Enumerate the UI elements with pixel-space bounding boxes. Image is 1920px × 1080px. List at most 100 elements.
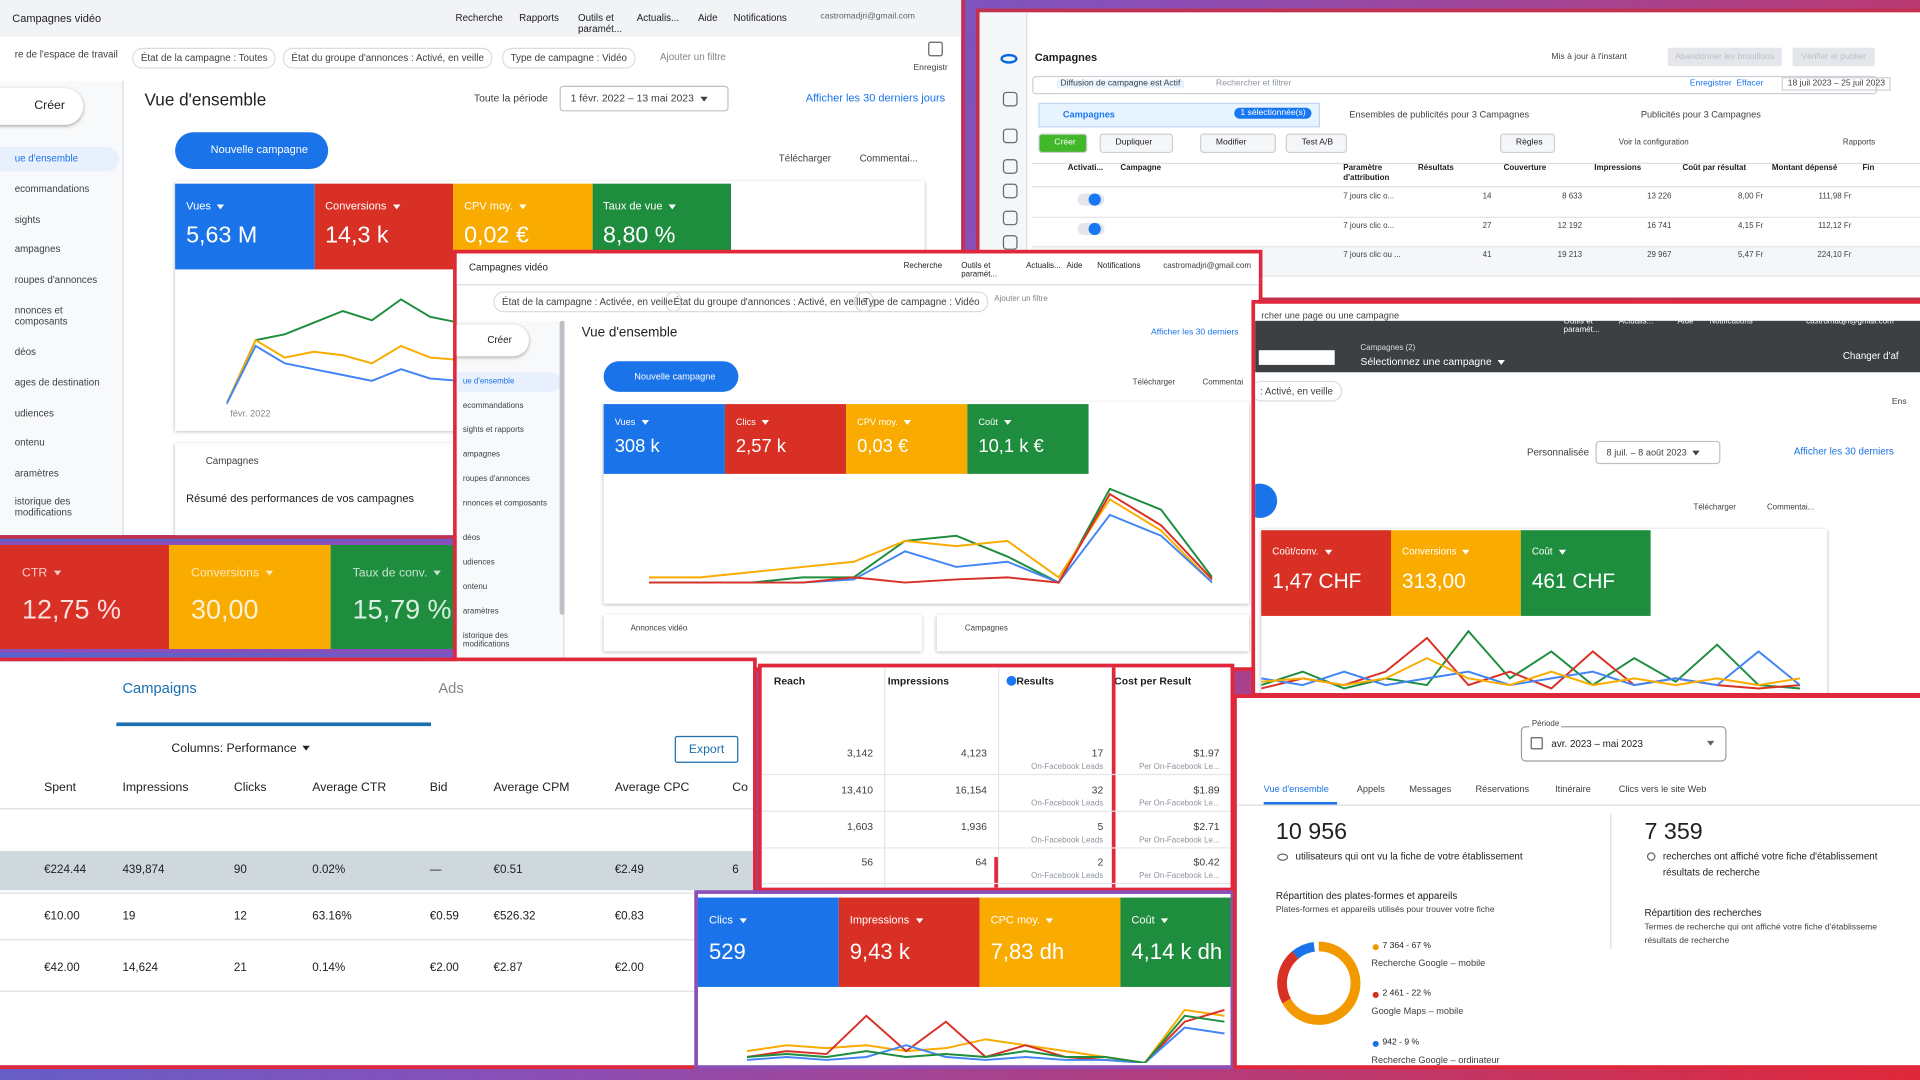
nav-item[interactable]: nnonces et composants [462, 499, 547, 509]
menu-item[interactable]: Aide [1066, 262, 1083, 271]
menu-item[interactable]: Rapports [519, 12, 559, 24]
rail-icon[interactable] [1002, 91, 1018, 107]
tab[interactable]: Ensembles de publicités pour 3 Campagnes [1349, 108, 1530, 121]
toolbar-button[interactable] [1500, 133, 1556, 154]
nav-item[interactable]: ampagnes [462, 450, 501, 460]
toolbar-button[interactable] [1038, 133, 1088, 154]
comment[interactable]: Commentai [1202, 378, 1244, 387]
nav-item[interactable]: nnonces et composants [14, 304, 68, 327]
period-value[interactable]: avr. 2023 – mai 2023 [1551, 738, 1643, 750]
last-30-link[interactable]: Afficher les 30 derniers jours [805, 91, 946, 105]
tab[interactable]: Itinéraire [1555, 783, 1591, 795]
menu-item[interactable]: Actualis... [1618, 317, 1654, 326]
campaign-selector[interactable]: Sélectionnez une campagne [1360, 355, 1505, 367]
column-header[interactable]: Bid [429, 781, 448, 795]
account-selector[interactable] [1258, 350, 1335, 365]
nav-item[interactable]: sights et rapports [462, 426, 524, 435]
create-button[interactable] [0, 88, 84, 125]
rail-icon[interactable] [1002, 159, 1018, 174]
nav-item[interactable]: ecommandations [14, 183, 90, 195]
last-30-link[interactable]: Afficher les 30 derniers [1793, 445, 1894, 457]
view-config[interactable]: Voir la configuration [1618, 138, 1689, 147]
metric-card[interactable]: Impressions 9,43 k [838, 897, 980, 987]
toggle-knob[interactable] [1088, 193, 1101, 206]
column-header[interactable]: Impressions [887, 674, 950, 687]
metric-card[interactable]: CPC moy. 7,83 dh [979, 897, 1121, 987]
tab[interactable]: Messages [1409, 783, 1452, 795]
toolbar-label[interactable]: Dupliquer [1115, 138, 1153, 147]
comment[interactable]: Commentai... [859, 153, 918, 165]
nav-item[interactable]: aramètres [462, 607, 499, 616]
new-button[interactable] [1255, 483, 1278, 518]
metric-card[interactable]: CPV moy. 0,03 € [846, 404, 968, 474]
metric-card[interactable]: Clics 2,57 k [724, 404, 847, 474]
nav-item[interactable]: déos [14, 346, 36, 358]
filter-chip[interactable]: : Activé, en veille [1255, 380, 1342, 402]
nav-item[interactable]: ue d'ensemble [462, 377, 515, 386]
menu-item[interactable]: Recherche [903, 262, 943, 271]
add-filter[interactable]: Ajouter un filtre [660, 51, 726, 63]
nav-item[interactable]: ampagnes [14, 243, 61, 255]
column-header[interactable]: Average CPM [493, 781, 570, 795]
menu-item[interactable]: Outils et paramét... [961, 262, 998, 280]
new-campaign-label[interactable]: Nouvelle campagne [634, 371, 716, 383]
toolbar-label[interactable]: Créer [1054, 138, 1076, 147]
tab[interactable]: Ads [438, 679, 464, 697]
tab[interactable]: Vue d'ensemble [1263, 783, 1329, 795]
menu-item[interactable]: Notifications [733, 12, 787, 24]
metric-card[interactable]: Coût 4,14 k dh [1120, 897, 1231, 987]
download[interactable]: Télécharger [1693, 503, 1736, 512]
metric-card[interactable]: Coût 10,1 k € [967, 404, 1089, 474]
menu-item[interactable]: Notifications [1097, 262, 1141, 271]
column-header[interactable]: Average CPC [614, 781, 690, 795]
metric-card[interactable]: Coût/conv. 1,47 CHF [1261, 530, 1392, 616]
nav-item[interactable]: istorique des modifications [462, 631, 510, 649]
rail-icon[interactable] [1002, 128, 1018, 144]
metric-card[interactable]: Coût 461 CHF [1520, 530, 1651, 616]
nav-item[interactable]: déos [462, 533, 481, 543]
date-range[interactable]: 8 juil. – 8 août 2023 [1595, 440, 1721, 465]
menu-item[interactable]: Actualis... [636, 12, 680, 24]
change-account[interactable]: Changer d'af [1842, 350, 1899, 362]
column-header[interactable]: Reach [773, 674, 806, 687]
tab[interactable]: Clics vers le site Web [1618, 783, 1707, 795]
column-header[interactable]: Co [732, 781, 748, 795]
download[interactable]: Télécharger [778, 153, 832, 165]
rail-icon[interactable] [1002, 235, 1018, 250]
save-link[interactable]: Enregistrer [1689, 79, 1732, 89]
toolbar-button[interactable] [1200, 133, 1276, 154]
new-campaign-button[interactable] [175, 132, 329, 169]
toggle-knob[interactable] [1088, 222, 1101, 236]
filter-chip[interactable]: Diffusion de campagne est Actif [1056, 79, 1185, 89]
nav-item[interactable]: ontenu [462, 582, 488, 592]
export-button[interactable]: Export [674, 735, 739, 763]
metric-card[interactable]: CTR 12,75 % [0, 544, 169, 649]
nav-item[interactable]: ecommandations [462, 401, 524, 411]
menu-item[interactable]: Recherche [455, 12, 503, 24]
filter-chip[interactable]: État du groupe d'annonces : Activé, en v… [664, 291, 875, 313]
filter-chip[interactable]: État de la campagne : Toutes [132, 47, 277, 69]
metric-card[interactable]: Conversions 30,00 [168, 544, 331, 649]
tab[interactable]: Campaigns [122, 679, 197, 697]
metric-card[interactable]: Vues 308 k [603, 404, 725, 474]
reports[interactable]: Rapports [1842, 138, 1876, 147]
download[interactable]: Télécharger [1132, 378, 1176, 387]
rail-icon[interactable] [1002, 183, 1018, 199]
toolbar-label[interactable]: Test A/B [1301, 138, 1334, 147]
metric-card[interactable]: Taux de conv. 15,79 % [330, 544, 460, 649]
clear-link[interactable]: Effacer [1736, 79, 1764, 89]
metric-card[interactable]: Vues 5,63 M [175, 183, 315, 270]
toolbar-label[interactable]: Modifier [1215, 138, 1247, 147]
date-range[interactable]: 18 juil 2023 – 25 juil 2023 [1781, 77, 1892, 91]
rail-icon[interactable] [1002, 210, 1018, 226]
column-header[interactable]: Cost per Result [1114, 674, 1192, 687]
filter-chip[interactable]: Type de campagne : Vidéo [502, 47, 636, 69]
tab[interactable]: Campagnes [1062, 108, 1115, 121]
last-30-link[interactable]: Afficher les 30 derniers [1151, 328, 1239, 337]
create-button[interactable] [456, 324, 529, 357]
column-header[interactable]: Clicks [233, 781, 267, 795]
nav-item[interactable]: roupes d'annonces [14, 274, 98, 286]
toolbar-label[interactable]: Règles [1515, 138, 1543, 147]
menu-item[interactable]: Aide [1677, 317, 1694, 326]
menu-item[interactable]: Outils et paramét... [577, 12, 623, 35]
